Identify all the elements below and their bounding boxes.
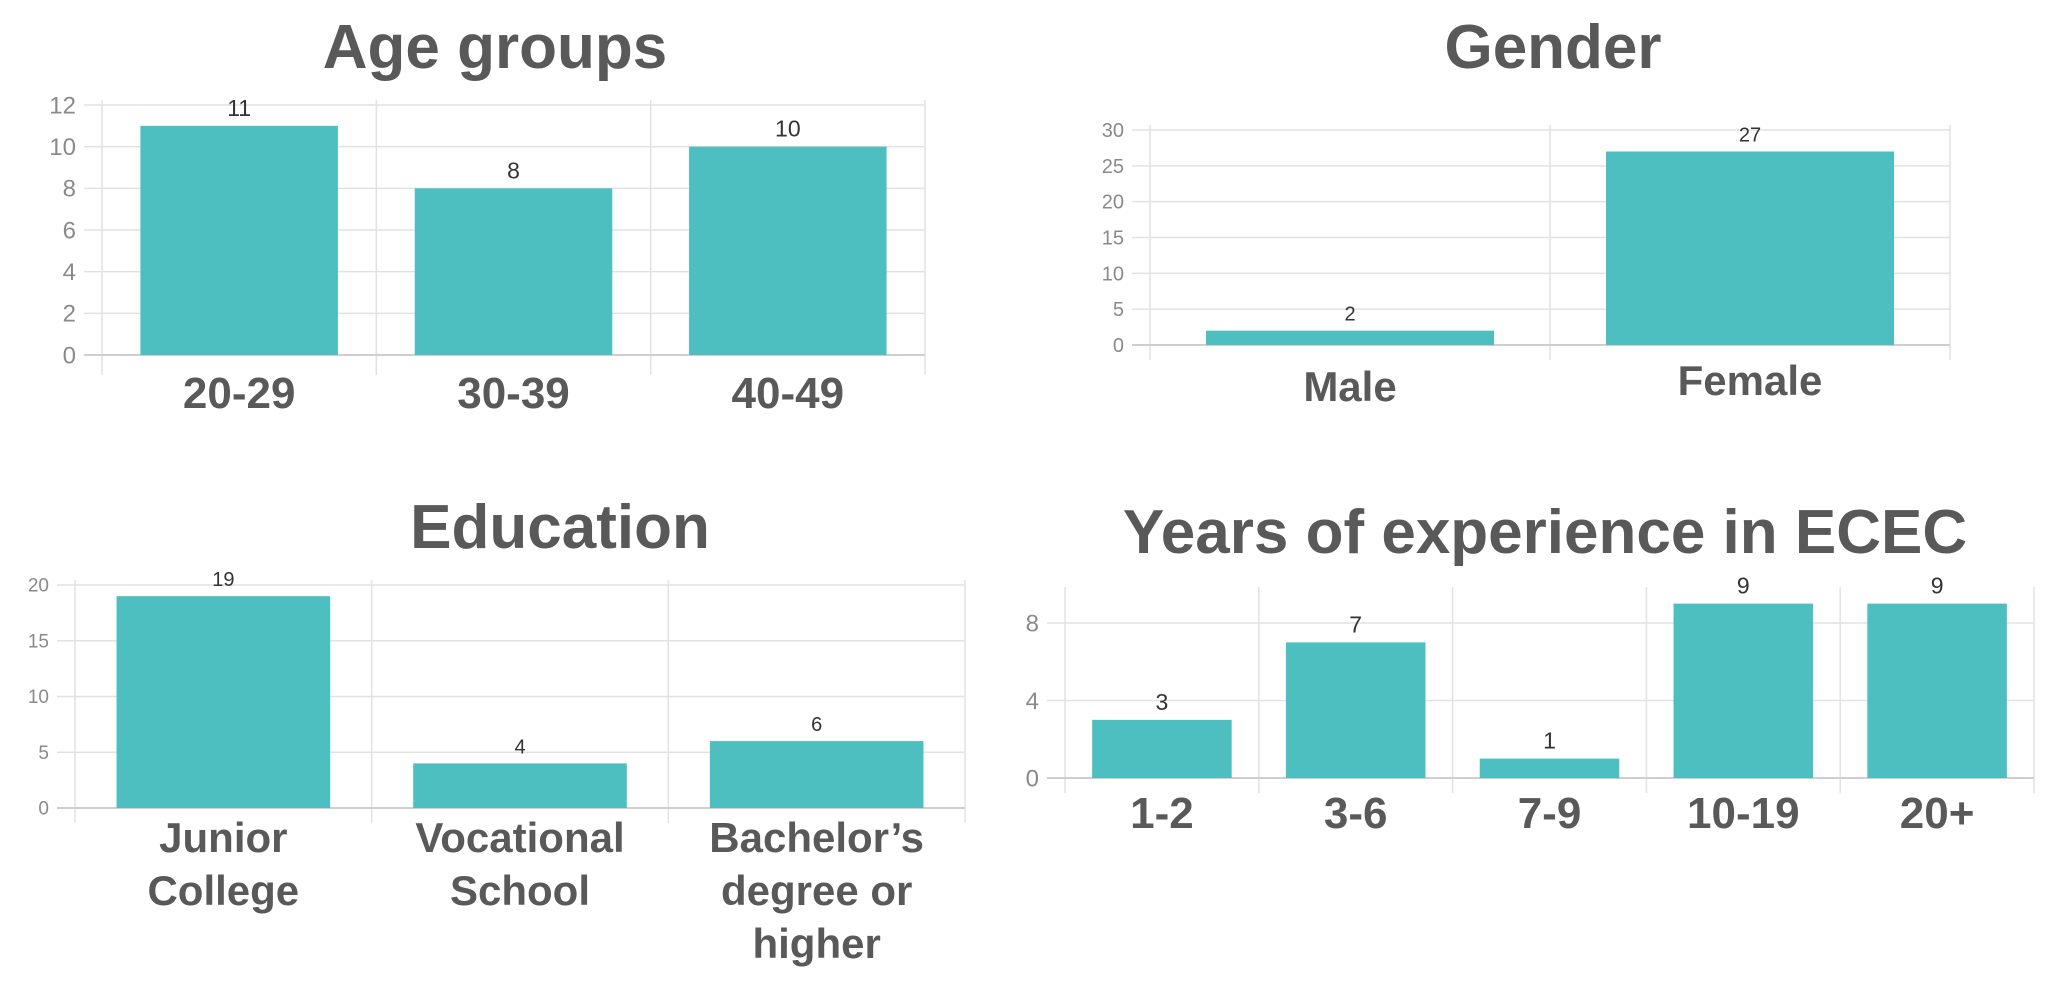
y-tick-label: 15 xyxy=(1102,228,1124,250)
y-tick-label: 5 xyxy=(38,743,49,764)
category-label: Bachelor’s degree or higher xyxy=(709,814,924,967)
category-label: Female xyxy=(1678,357,1823,404)
bar xyxy=(414,188,613,355)
y-tick-label: 0 xyxy=(1113,335,1124,357)
category-label: 3-6 xyxy=(1324,789,1388,838)
gender-chart: Gender 0 5 10 15 20 25 30 2 Male 27 Female xyxy=(1102,13,1951,410)
y-tick-label: 30 xyxy=(1102,120,1124,142)
bar xyxy=(689,146,887,355)
y-tick-label: 10 xyxy=(49,134,76,161)
y-tick-label: 25 xyxy=(1102,156,1124,178)
bar-value-label: 7 xyxy=(1349,611,1362,637)
y-tick-label: 8 xyxy=(1026,610,1039,637)
bar-value-label: 19 xyxy=(212,569,234,591)
bar-value-label: 4 xyxy=(514,736,525,758)
bar xyxy=(413,763,627,808)
category-label: Male xyxy=(1303,363,1396,410)
y-tick-label: 5 xyxy=(1113,299,1124,321)
age-groups-chart: Age groups 0 2 4 6 8 10 12 11 20-29 8 30-39 10 40-49 xyxy=(49,13,926,418)
bar-value-label: 8 xyxy=(507,157,520,183)
bar xyxy=(1673,603,1814,778)
y-tick-label: 4 xyxy=(1026,688,1039,715)
bar xyxy=(1867,603,2007,778)
chart-title-gender: Gender xyxy=(1444,13,1661,82)
y-tick-label: 12 xyxy=(49,92,76,119)
category-label: 1-2 xyxy=(1130,789,1194,838)
chart-title-education: Education xyxy=(410,493,710,562)
bar-value-label: 27 xyxy=(1739,125,1761,147)
chart-title-age-groups: Age groups xyxy=(323,13,667,82)
bar xyxy=(116,596,331,808)
bar xyxy=(1606,151,1894,345)
category-label: 30-39 xyxy=(457,369,570,418)
y-tick-label: 10 xyxy=(28,687,49,708)
y-tick-label: 6 xyxy=(63,217,76,244)
category-label: Junior College xyxy=(147,814,299,914)
bar xyxy=(1206,330,1494,345)
y-tick-label: 0 xyxy=(63,342,76,369)
education-chart: Education 0 5 10 15 20 19 Junior College 4 Vocati… xyxy=(28,493,966,967)
bar xyxy=(1285,642,1426,778)
bar-value-label: 3 xyxy=(1156,689,1169,715)
bar-value-label: 9 xyxy=(1737,573,1750,599)
category-label: Vocational School xyxy=(415,814,624,914)
y-tick-label: 20 xyxy=(1102,192,1124,214)
category-label: 10-19 xyxy=(1687,789,1800,838)
bar-value-label: 9 xyxy=(1931,573,1944,599)
chart-title-experience: Years of experience in ECEC xyxy=(1123,498,1967,567)
bar xyxy=(1092,719,1232,778)
category-label: 20+ xyxy=(1900,789,1975,838)
bar-value-label: 10 xyxy=(775,116,801,142)
bar-value-label: 11 xyxy=(227,95,251,121)
y-tick-label: 15 xyxy=(28,631,49,652)
category-label: 7-9 xyxy=(1518,789,1582,838)
bar xyxy=(140,125,338,355)
experience-chart: Years of experience in ECEC 0 4 8 3 1-2 7 3-6 1… xyxy=(1026,498,2035,838)
bar-value-label: 2 xyxy=(1344,304,1355,326)
y-tick-label: 8 xyxy=(63,176,76,203)
y-tick-label: 0 xyxy=(1026,765,1039,792)
bar-value-label: 1 xyxy=(1543,728,1556,754)
y-tick-label: 0 xyxy=(38,799,49,820)
bar xyxy=(1479,758,1620,778)
category-label: 40-49 xyxy=(732,369,845,418)
y-tick-label: 2 xyxy=(63,301,76,328)
category-label: 20-29 xyxy=(183,369,296,418)
bar xyxy=(709,741,924,808)
y-tick-label: 4 xyxy=(63,259,76,286)
bar-value-label: 6 xyxy=(811,714,822,736)
y-tick-label: 10 xyxy=(1102,263,1124,285)
y-tick-label: 20 xyxy=(28,576,49,597)
